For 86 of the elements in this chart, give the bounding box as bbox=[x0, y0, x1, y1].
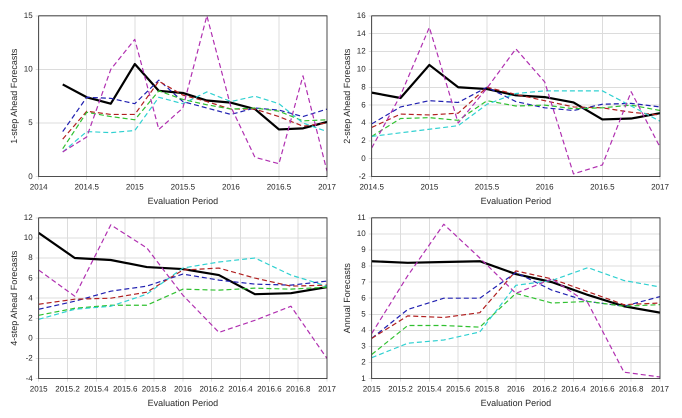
line-series bbox=[372, 292, 660, 356]
y-tick-label: 6 bbox=[361, 293, 366, 302]
x-tick-label: 2015.8 bbox=[142, 384, 167, 394]
x-tick-label: 2017 bbox=[651, 384, 670, 394]
y-axis-title: 1-step Ahead Forecasts bbox=[8, 48, 19, 144]
x-tick-label: 2016 bbox=[174, 384, 192, 394]
x-tick-label: 2015 bbox=[126, 182, 144, 192]
x-tick-label: 2015.2 bbox=[55, 384, 80, 394]
y-tick-label: 6 bbox=[361, 100, 366, 110]
y-tick-label: 15 bbox=[24, 11, 34, 20]
y-tick-label: 0 bbox=[28, 334, 34, 343]
line-series bbox=[38, 257, 327, 320]
y-tick-label: 1 bbox=[361, 374, 366, 383]
x-tick-label: 2015 bbox=[30, 384, 48, 394]
x-tick-label: 2016.4 bbox=[228, 384, 254, 394]
x-tick-label: 2015.4 bbox=[84, 384, 110, 394]
y-tick-label: -4 bbox=[26, 374, 34, 383]
x-tick-label: 2016.6 bbox=[590, 384, 616, 394]
line-series bbox=[372, 90, 660, 137]
x-tick-label: 2015.5 bbox=[170, 182, 196, 192]
line-series bbox=[38, 273, 327, 310]
x-tick-label: 2016 bbox=[506, 384, 526, 394]
y-tick-label: 11 bbox=[357, 213, 366, 222]
y-tick-label: 9 bbox=[361, 245, 366, 254]
y-axis-title: 2-step Ahead Forecasts bbox=[342, 48, 352, 144]
y-tick-label: 7 bbox=[361, 277, 366, 286]
y-axis-title: Annual Forecasts bbox=[342, 262, 352, 334]
y-tick-label: 4 bbox=[361, 326, 366, 335]
y-tick-label: 10 bbox=[356, 64, 366, 74]
y-axis-title: 4-step Ahead Forecasts bbox=[8, 250, 19, 346]
x-axis-title: Evaluation Period bbox=[148, 196, 218, 206]
x-tick-label: 2016.5 bbox=[266, 182, 292, 192]
x-tick-label: 2016.5 bbox=[590, 182, 616, 192]
y-tick-label: 10 bbox=[356, 229, 366, 238]
x-tick-label: 2015 bbox=[420, 182, 439, 192]
x-tick-label: 2014 bbox=[30, 182, 48, 192]
x-axis-title: Evaluation Period bbox=[480, 398, 552, 408]
y-tick-label: 10 bbox=[24, 233, 34, 242]
y-tick-label: 3 bbox=[361, 342, 366, 351]
x-tick-label: 2017 bbox=[318, 384, 336, 394]
y-tick-label: 10 bbox=[24, 64, 34, 74]
y-tick-label: 2 bbox=[28, 314, 34, 323]
y-tick-label: 14 bbox=[356, 28, 366, 38]
x-axis-title: Evaluation Period bbox=[148, 398, 218, 408]
x-tick-label: 2016.2 bbox=[532, 384, 558, 394]
y-tick-label: 0 bbox=[28, 172, 34, 181]
y-tick-label: 16 bbox=[356, 11, 366, 20]
x-tick-label: 2016.2 bbox=[199, 384, 224, 394]
y-tick-label: 8 bbox=[361, 82, 366, 92]
line-series bbox=[62, 16, 327, 172]
y-tick-label: 4 bbox=[361, 118, 366, 128]
y-tick-label: -2 bbox=[26, 354, 34, 363]
x-tick-label: 2015.5 bbox=[474, 182, 500, 192]
x-tick-label: 2015.6 bbox=[446, 384, 471, 394]
y-tick-label: 2 bbox=[361, 136, 366, 146]
x-tick-label: 2015.4 bbox=[417, 384, 442, 394]
y-tick-label: 0 bbox=[361, 154, 366, 163]
y-tick-label: 8 bbox=[28, 253, 34, 262]
y-tick-label: 8 bbox=[361, 261, 366, 270]
y-tick-label: 4 bbox=[28, 293, 34, 302]
x-tick-label: 2016.6 bbox=[257, 384, 282, 394]
x-tick-label: 2014.5 bbox=[74, 182, 100, 192]
x-tick-label: 2015.6 bbox=[112, 384, 138, 394]
x-axis-title: Evaluation Period bbox=[480, 196, 552, 206]
y-tick-label: 6 bbox=[28, 273, 34, 282]
line-series bbox=[372, 100, 660, 137]
y-tick-label: 12 bbox=[24, 213, 34, 222]
x-tick-label: 2015.2 bbox=[388, 384, 414, 394]
y-tick-label: -2 bbox=[358, 172, 366, 181]
x-tick-label: 2016 bbox=[222, 182, 240, 192]
x-tick-label: 2017 bbox=[318, 182, 336, 192]
y-tick-label: 12 bbox=[356, 46, 366, 56]
x-tick-label: 2016 bbox=[536, 182, 554, 192]
line-series bbox=[38, 286, 327, 316]
y-tick-label: 5 bbox=[28, 118, 34, 128]
x-tick-label: 2017 bbox=[651, 182, 670, 192]
y-tick-label: 2 bbox=[361, 358, 366, 367]
x-tick-label: 2014.5 bbox=[359, 182, 384, 192]
x-tick-label: 2016.4 bbox=[561, 384, 586, 394]
line-series bbox=[38, 224, 327, 360]
line-series bbox=[38, 267, 327, 305]
x-tick-label: 2016.8 bbox=[286, 384, 311, 394]
x-tick-label: 2015 bbox=[362, 384, 382, 394]
x-tick-label: 2015.8 bbox=[474, 384, 500, 394]
y-tick-label: 5 bbox=[361, 309, 366, 318]
x-tick-label: 2016.8 bbox=[618, 384, 644, 394]
